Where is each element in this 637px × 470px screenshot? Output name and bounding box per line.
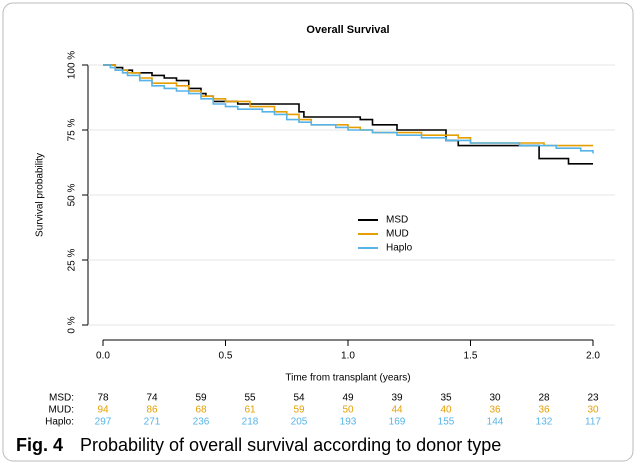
y-tick-label: 75 % xyxy=(67,118,78,141)
y-tick-label: 25 % xyxy=(67,248,78,271)
risk-count: 218 xyxy=(242,417,259,428)
x-tick-label: 2.0 xyxy=(586,351,600,362)
risk-count: 94 xyxy=(97,405,109,416)
legend-label: MSD xyxy=(386,215,408,226)
risk-count: 59 xyxy=(195,393,207,404)
x-tick-label: 0.5 xyxy=(219,351,233,362)
risk-count: 78 xyxy=(97,393,109,404)
y-tick-label: 0 % xyxy=(67,316,78,333)
risk-count: 86 xyxy=(146,405,158,416)
risk-row-label: Haplo: xyxy=(45,417,74,428)
x-tick-label: 1.5 xyxy=(464,351,478,362)
y-tick-label: 100 % xyxy=(67,51,78,79)
risk-count: 132 xyxy=(536,417,553,428)
risk-count: 39 xyxy=(391,393,403,404)
risk-count: 35 xyxy=(440,393,452,404)
risk-count: 44 xyxy=(391,405,403,416)
legend-label: MUD xyxy=(386,229,409,240)
risk-count: 155 xyxy=(438,417,455,428)
risk-count: 30 xyxy=(587,405,599,416)
risk-count: 236 xyxy=(193,417,210,428)
risk-row-label: MUD: xyxy=(48,405,74,416)
chart-title: Overall Survival xyxy=(306,24,389,36)
caption-label: Fig. 4 xyxy=(16,435,63,455)
risk-count: 36 xyxy=(538,405,550,416)
risk-count: 50 xyxy=(342,405,354,416)
risk-count: 169 xyxy=(389,417,406,428)
y-axis-label: Survival probability xyxy=(35,153,46,237)
risk-count: 54 xyxy=(293,393,305,404)
risk-count: 49 xyxy=(342,393,354,404)
risk-count: 193 xyxy=(340,417,357,428)
x-tick-label: 1.0 xyxy=(341,351,355,362)
x-tick-label: 0.0 xyxy=(96,351,110,362)
risk-count: 205 xyxy=(291,417,308,428)
risk-count: 30 xyxy=(489,393,501,404)
survival-curve xyxy=(103,64,594,154)
risk-count: 68 xyxy=(195,405,207,416)
risk-count: 297 xyxy=(95,417,112,428)
risk-count: 55 xyxy=(244,393,256,404)
risk-count: 28 xyxy=(538,393,550,404)
risk-count: 23 xyxy=(587,393,599,404)
frame xyxy=(2,2,634,462)
risk-count: 144 xyxy=(487,417,504,428)
risk-count: 271 xyxy=(144,417,161,428)
caption-text: Probability of overall survival accordin… xyxy=(80,435,501,455)
risk-count: 59 xyxy=(293,405,305,416)
y-tick-label: 50 % xyxy=(67,183,78,206)
risk-count: 40 xyxy=(440,405,452,416)
legend-label: Haplo xyxy=(386,243,413,254)
x-axis-label: Time from transplant (years) xyxy=(285,373,410,384)
risk-count: 74 xyxy=(146,393,158,404)
risk-count: 36 xyxy=(489,405,501,416)
risk-count: 117 xyxy=(585,417,601,428)
risk-count: 61 xyxy=(244,405,256,416)
risk-row-label: MSD: xyxy=(49,393,74,404)
